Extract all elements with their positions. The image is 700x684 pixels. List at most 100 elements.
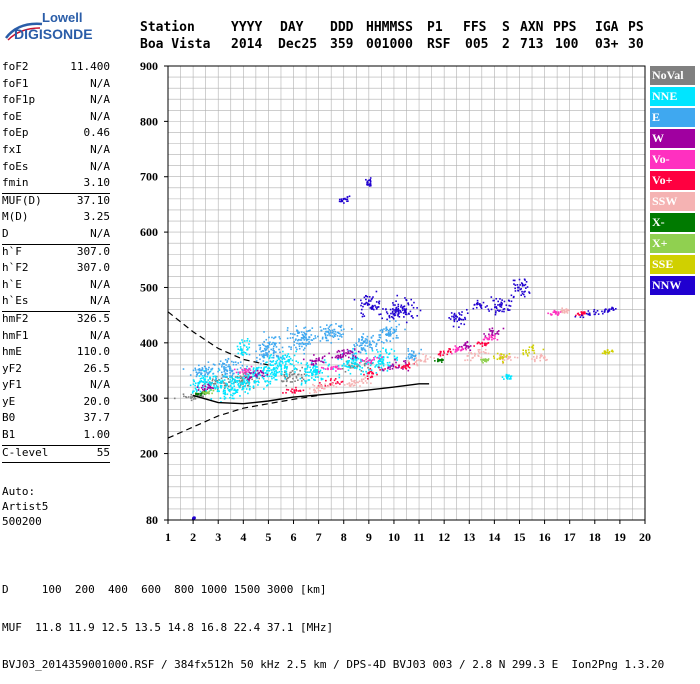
echo-point — [305, 338, 307, 340]
echo-point — [579, 316, 582, 318]
echo-point — [377, 356, 379, 359]
y-tick-label: 900 — [140, 59, 158, 73]
echo-point — [317, 371, 320, 373]
echo-point — [350, 350, 352, 353]
echo-point — [265, 361, 267, 364]
echo-point — [196, 392, 198, 395]
echo-point — [369, 367, 372, 370]
echo-point — [557, 311, 560, 313]
header-value: Dec25 — [278, 37, 318, 52]
echo-point — [217, 389, 219, 392]
echo-point — [203, 374, 206, 377]
echo-point — [407, 360, 409, 362]
echo-point — [386, 328, 388, 331]
echo-point — [314, 359, 317, 362]
echo-point — [459, 318, 462, 320]
echo-point — [243, 380, 245, 382]
echo-point — [233, 368, 236, 371]
echo-point — [241, 388, 243, 391]
echo-point — [339, 332, 341, 335]
echo-point — [359, 385, 361, 387]
echo-point — [380, 366, 383, 369]
echo-point — [341, 367, 344, 370]
echo-point — [454, 351, 457, 353]
header-label: S — [502, 20, 510, 35]
echo-point — [223, 363, 226, 365]
echo-point — [487, 352, 490, 355]
x-tick-label: 15 — [513, 530, 525, 544]
echo-point — [299, 369, 301, 372]
echo-point — [597, 313, 600, 315]
echo-point — [182, 393, 185, 396]
echo-point — [343, 351, 345, 353]
echo-point — [503, 359, 506, 361]
echo-point — [303, 380, 306, 382]
echo-point — [338, 350, 341, 353]
echo-point — [244, 368, 246, 370]
echo-point — [288, 355, 291, 358]
echo-point — [370, 298, 373, 301]
echo-point — [225, 364, 227, 366]
echo-point — [272, 373, 274, 376]
echo-point — [227, 365, 229, 368]
echo-point — [272, 364, 274, 366]
echo-point — [377, 301, 380, 304]
echo-point — [239, 377, 242, 380]
echo-point — [370, 382, 372, 385]
echo-point — [378, 359, 380, 362]
echo-point — [325, 379, 327, 382]
echo-point — [245, 367, 248, 370]
echo-point — [499, 309, 501, 312]
echo-point — [501, 358, 504, 361]
echo-point — [391, 367, 394, 370]
echo-point — [202, 381, 205, 384]
param-row: B1 1.00 — [2, 428, 110, 445]
echo-point — [190, 399, 193, 402]
echo-point — [275, 360, 277, 363]
echo-point — [397, 307, 400, 310]
echo-point — [205, 370, 208, 372]
echo-point — [343, 328, 345, 331]
echo-point — [467, 355, 469, 357]
echo-point — [300, 362, 303, 365]
echo-point — [378, 357, 381, 360]
echo-point — [313, 369, 315, 372]
echo-point — [227, 389, 230, 391]
legend-item: W — [650, 129, 695, 148]
echo-point — [545, 359, 547, 362]
echo-point — [203, 383, 205, 386]
echo-point — [369, 178, 372, 181]
echo-point — [323, 355, 326, 358]
echo-point — [603, 311, 606, 313]
echo-point — [514, 287, 516, 290]
echo-point — [602, 312, 604, 315]
echo-point — [239, 381, 241, 383]
echo-point — [268, 367, 271, 370]
echo-point — [320, 386, 323, 389]
echo-point — [495, 307, 498, 310]
echo-point — [315, 362, 317, 365]
echo-point — [353, 365, 356, 368]
echo-point — [261, 374, 263, 377]
echo-point — [318, 384, 321, 387]
echo-point — [317, 335, 319, 338]
echo-point — [197, 382, 200, 385]
echo-point — [566, 312, 569, 314]
echo-point — [236, 379, 239, 382]
echo-point — [248, 346, 251, 349]
echo-point — [484, 335, 487, 337]
echo-point — [214, 382, 217, 385]
echo-point — [354, 345, 356, 348]
echo-point — [499, 298, 501, 300]
echo-point — [297, 379, 299, 381]
echo-point — [204, 382, 207, 384]
echo-point — [360, 312, 363, 314]
echo-point — [304, 367, 306, 370]
echo-point — [198, 387, 200, 389]
echo-point — [498, 357, 501, 360]
echo-point — [193, 380, 196, 383]
echo-point — [509, 377, 512, 379]
echo-point — [204, 392, 207, 395]
echo-point — [318, 386, 321, 389]
param-label: fxI — [2, 142, 22, 156]
